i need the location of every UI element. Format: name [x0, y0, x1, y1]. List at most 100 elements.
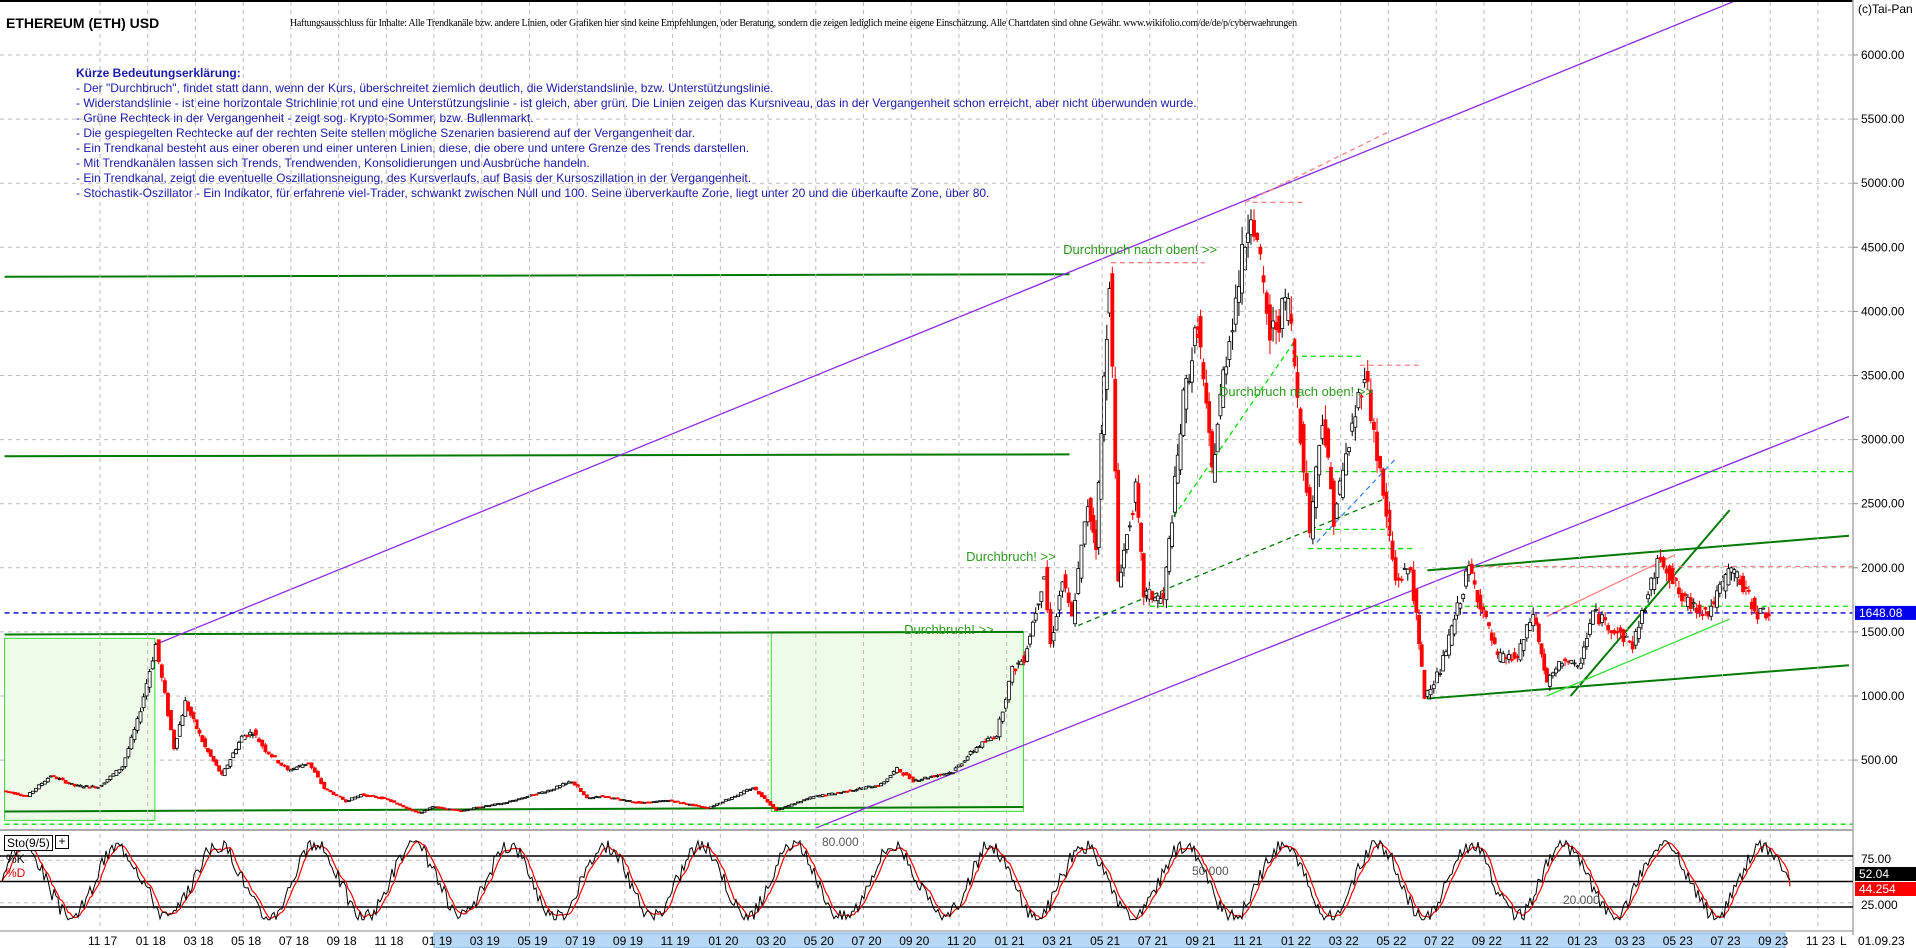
- main-plot: [0, 2, 1853, 829]
- legend-line: - Widerstandslinie - ist eine horizontal…: [76, 96, 1197, 110]
- price-candle: [666, 799, 671, 802]
- price-candle: [1741, 575, 1745, 593]
- price-candle: [765, 799, 770, 803]
- price-candle: [748, 789, 752, 792]
- price-candle: [581, 791, 586, 796]
- price-candle: [705, 806, 710, 809]
- price-candle: [739, 792, 743, 796]
- price-candle: [389, 799, 393, 802]
- price-candle: [180, 715, 185, 726]
- x-tick-label: 09 21: [1186, 934, 1216, 948]
- price-candle: [356, 795, 360, 799]
- price-candle: [1082, 521, 1087, 545]
- legend-line: - Ein Trendkanal besteht aus einer obere…: [76, 141, 750, 155]
- price-candle: [419, 811, 424, 814]
- price-candle: [1286, 298, 1291, 322]
- stochastic-k-line: [1, 839, 1791, 922]
- price-candle: [245, 734, 250, 738]
- price-candle: [422, 810, 427, 813]
- x-tick-label: 01 19: [422, 934, 452, 948]
- stochastic-level-label: 20.000: [1563, 893, 1600, 907]
- time-axis-highlight: [433, 932, 1786, 948]
- price-candle: [16, 792, 20, 796]
- price-candle: [597, 796, 602, 799]
- price-candle: [1314, 466, 1318, 508]
- price-candle: [1289, 313, 1294, 324]
- y-tick-label: 3500.00: [1861, 369, 1905, 383]
- price-candle: [549, 789, 553, 792]
- price-candle: [1591, 610, 1595, 625]
- price-candle: [114, 770, 119, 776]
- price-candle: [78, 784, 83, 788]
- price-candle: [319, 778, 324, 784]
- price-candle: [1016, 662, 1021, 665]
- price-candle: [600, 794, 605, 797]
- time-scale-toggle[interactable]: L: [1840, 934, 1847, 948]
- y-tick-label: 4500.00: [1861, 240, 1905, 254]
- price-candle: [471, 807, 476, 810]
- price-candle: [1691, 602, 1696, 605]
- price-candle: [353, 796, 357, 800]
- y-tick-label: 5000.00: [1861, 176, 1905, 190]
- price-candle: [66, 782, 71, 785]
- stochastic-level-label: 80.000: [822, 835, 859, 849]
- price-candle: [1664, 568, 1669, 574]
- price-candle: [1563, 658, 1567, 661]
- price-candle: [560, 783, 565, 787]
- price-candle: [166, 693, 170, 716]
- stochastic-indicator-label[interactable]: Sto(9/5): [4, 835, 53, 851]
- price-candle: [842, 790, 847, 793]
- price-candle: [648, 801, 653, 804]
- price-candle: [1190, 360, 1194, 383]
- trend-line: [1569, 509, 1731, 697]
- price-candle: [120, 766, 125, 770]
- price-candle: [392, 800, 396, 803]
- price-candle: [1096, 481, 1101, 548]
- price-candle: [1390, 540, 1395, 560]
- price-candle: [714, 803, 719, 806]
- price-candle: [81, 786, 86, 789]
- x-tick-label: 03 20: [756, 934, 786, 948]
- price-candle: [459, 810, 464, 813]
- price-candle: [1528, 622, 1532, 631]
- price-candle: [10, 791, 14, 794]
- price-candle: [1472, 580, 1477, 585]
- price-candle: [69, 782, 74, 785]
- price-candle: [762, 795, 767, 800]
- price-candle: [1655, 558, 1660, 578]
- price-candle: [346, 800, 351, 802]
- price-candle: [630, 801, 635, 804]
- price-candle: [1292, 338, 1297, 367]
- price-candle: [1201, 362, 1206, 380]
- price-candle: [1428, 689, 1433, 696]
- price-candle: [768, 801, 773, 806]
- price-candle: [368, 795, 372, 798]
- x-tick-label: 05 22: [1376, 934, 1406, 948]
- price-candle: [690, 803, 695, 807]
- price-candle: [660, 800, 665, 803]
- price-candle: [42, 780, 47, 785]
- price-candle: [1419, 644, 1424, 667]
- x-tick-label: 03 22: [1329, 934, 1359, 948]
- price-candle: [799, 801, 803, 804]
- price-candle: [263, 744, 268, 752]
- price-candle: [783, 806, 788, 809]
- price-candle: [428, 807, 432, 810]
- price-candle: [808, 796, 813, 800]
- price-candle: [929, 776, 934, 778]
- price-candle: [1170, 522, 1174, 547]
- k-value-tag: [1855, 867, 1916, 881]
- price-candle: [156, 639, 161, 663]
- x-tick-label: 03 19: [470, 934, 500, 948]
- price-candle: [848, 789, 853, 792]
- price-candle: [401, 805, 406, 808]
- price-candle: [901, 772, 906, 776]
- price-candle: [1422, 669, 1427, 699]
- price-candle: [33, 788, 38, 792]
- stochastic-level-label: 50.000: [1192, 864, 1229, 878]
- price-candle: [742, 790, 746, 795]
- price-candle: [552, 788, 556, 791]
- price-candle: [57, 778, 62, 780]
- add-indicator-button[interactable]: +: [55, 835, 69, 849]
